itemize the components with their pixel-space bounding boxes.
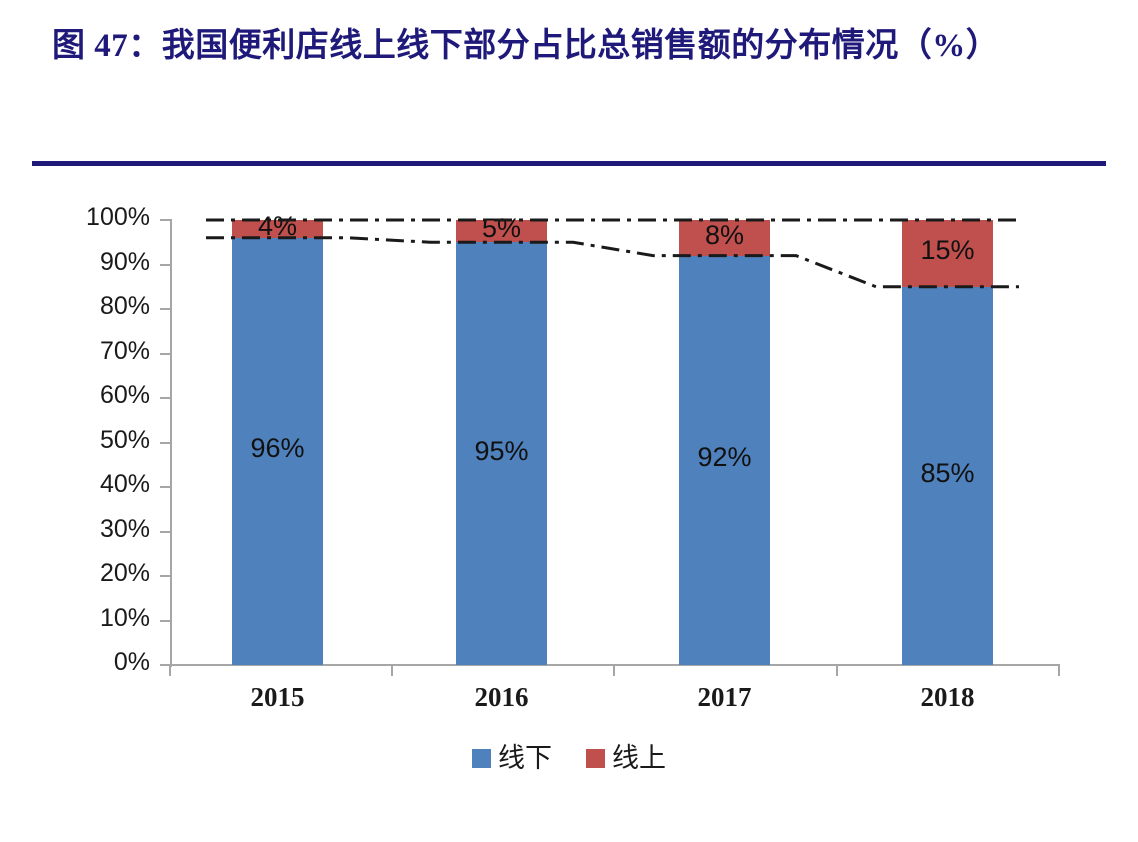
x-axis-tick — [1058, 665, 1060, 676]
bar-label-online: 8% — [704, 219, 745, 250]
x-axis-line — [170, 664, 1060, 666]
y-axis-tick-label: 50% — [99, 425, 150, 454]
bar-segment-offline[interactable] — [902, 286, 993, 665]
y-axis-tick-label: 100% — [86, 203, 150, 231]
legend-item-online[interactable]: 线上 — [586, 745, 666, 772]
bar-label-offline: 95% — [474, 435, 529, 466]
y-axis-tick — [160, 441, 171, 444]
y-axis-tick-label: 0% — [113, 648, 150, 676]
legend-swatch-offline-icon — [472, 749, 491, 768]
y-axis-tick-label: 40% — [99, 470, 150, 498]
y-axis-tick — [160, 352, 171, 355]
y-axis-tick — [160, 530, 171, 533]
x-axis-tick — [613, 665, 615, 676]
y-axis-tick — [160, 486, 171, 488]
chart-legend: 线下 线上 — [0, 745, 1138, 772]
y-axis-line — [170, 219, 172, 667]
legend-item-offline[interactable]: 线下 — [472, 745, 552, 772]
y-axis-tick — [160, 219, 171, 221]
y-axis-tick-label: 30% — [99, 514, 150, 543]
legend-label-offline: 线下 — [498, 743, 552, 773]
bar-label-offline: 96% — [250, 433, 305, 464]
legend-label-online: 线上 — [612, 743, 666, 773]
y-axis-tick-label: 90% — [99, 247, 150, 276]
y-axis-tick-label: 10% — [99, 603, 150, 632]
bar-label-online: 5% — [481, 213, 522, 244]
x-axis-tick — [169, 665, 171, 676]
y-axis-tick-label: 60% — [99, 381, 150, 409]
bar-label-offline: 85% — [920, 457, 975, 488]
y-axis-tick-label: 70% — [99, 336, 150, 365]
y-axis-tick — [160, 308, 171, 310]
page-title: 图 47：我国便利店线上线下部分占比总销售额的分布情况（%） — [52, 28, 1000, 64]
offline-share-connector — [206, 236, 1019, 289]
y-axis-tick — [160, 263, 171, 266]
y-axis-tick — [160, 619, 171, 622]
y-axis-tick-label: 80% — [99, 292, 150, 320]
bar-label-online: 15% — [920, 235, 975, 266]
bar-label-online: 4% — [257, 210, 298, 241]
x-axis-category-label: 2016 — [474, 682, 529, 712]
y-axis-tick-label: 20% — [99, 559, 150, 587]
x-axis-tick — [836, 665, 838, 676]
x-axis-category-label: 2015 — [250, 682, 305, 712]
bar-segment-offline[interactable] — [456, 242, 547, 665]
x-axis-category-label: 2018 — [920, 682, 975, 712]
legend-swatch-online-icon — [586, 749, 605, 768]
bar-segment-offline[interactable] — [679, 255, 770, 665]
y-axis-tick — [160, 397, 171, 399]
y-axis-tick — [160, 575, 171, 577]
title-divider — [32, 161, 1106, 166]
y-axis-tick — [160, 664, 171, 666]
x-axis-tick — [391, 665, 393, 676]
bar-label-offline: 92% — [697, 442, 752, 473]
x-axis-category-label: 2017 — [697, 682, 752, 712]
bar-segment-online[interactable] — [232, 220, 323, 238]
bar-segment-offline[interactable] — [232, 237, 323, 665]
